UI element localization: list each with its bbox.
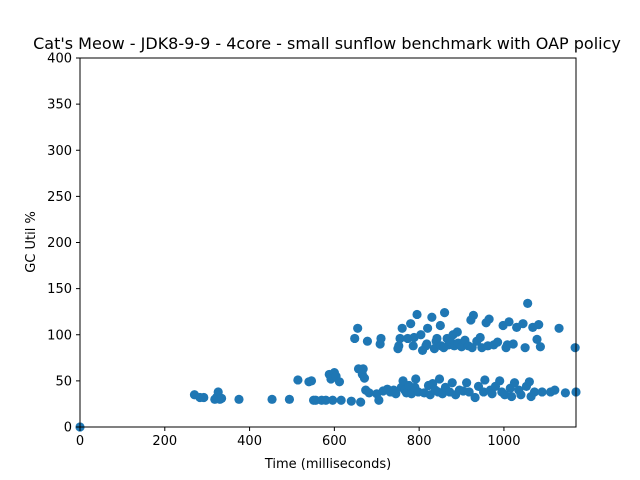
- data-point: [353, 323, 363, 333]
- data-point: [506, 391, 517, 402]
- data-point: [358, 364, 368, 374]
- data-point: [321, 395, 331, 405]
- data-point: [408, 341, 418, 351]
- data-point: [346, 396, 356, 406]
- axes-group: 0 200 400 600 800 1000 0 50 100 150 200 250 300 350 40…: [47, 52, 577, 449]
- data-point: [395, 333, 405, 344]
- x-tick-label: 800: [407, 434, 432, 449]
- data-point: [535, 342, 545, 352]
- data-point: [397, 323, 407, 333]
- data-point: [495, 376, 505, 386]
- data-point: [554, 323, 564, 333]
- x-tick-label: 200: [152, 434, 177, 449]
- data-point: [484, 314, 494, 324]
- data-point: [532, 334, 542, 344]
- y-tick-label: 250: [47, 190, 72, 205]
- data-point: [374, 395, 384, 405]
- data-point: [447, 378, 457, 388]
- data-point: [427, 312, 437, 322]
- x-axis-label: Time (milliseconds): [264, 457, 391, 472]
- data-point: [306, 376, 317, 386]
- data-point: [336, 395, 346, 405]
- data-point: [293, 375, 303, 385]
- data-point: [267, 394, 277, 404]
- y-tick-label: 0: [64, 421, 72, 436]
- data-point: [356, 397, 366, 407]
- data-point: [439, 308, 450, 318]
- data-point: [364, 388, 374, 398]
- data-point: [534, 320, 544, 330]
- data-point: [504, 317, 514, 327]
- data-point: [412, 309, 422, 320]
- data-point: [550, 385, 560, 395]
- data-point: [394, 341, 404, 351]
- data-point: [462, 378, 472, 388]
- data-point: [234, 394, 244, 404]
- data-point: [475, 332, 485, 343]
- y-tick-label: 150: [47, 282, 72, 297]
- data-point: [199, 392, 209, 403]
- y-tick-label: 50: [55, 374, 72, 389]
- data-point: [435, 320, 445, 331]
- y-tick-label: 200: [47, 236, 72, 251]
- data-point: [359, 373, 370, 383]
- y-tick-label: 350: [47, 98, 72, 113]
- chart-title: Cat's Meow - JDK8-9-9 - 4core - small su…: [33, 34, 621, 53]
- data-point: [529, 387, 540, 397]
- data-point: [334, 377, 345, 387]
- data-point: [411, 374, 421, 384]
- x-tick-label: 600: [322, 434, 347, 449]
- data-point: [391, 389, 401, 399]
- data-point: [508, 339, 518, 349]
- data-point: [523, 298, 533, 308]
- data-point: [560, 388, 571, 398]
- data-point: [492, 337, 503, 347]
- data-point: [328, 395, 338, 405]
- markers-group: [75, 298, 581, 432]
- x-tick-label: 400: [237, 434, 262, 449]
- x-tick-label: 0: [76, 434, 84, 449]
- data-point: [216, 393, 227, 404]
- y-tick-label: 300: [47, 144, 72, 159]
- data-point: [376, 333, 386, 344]
- data-point: [520, 343, 530, 353]
- data-point: [509, 378, 520, 388]
- data-point: [416, 330, 426, 340]
- data-point: [423, 323, 433, 333]
- data-point: [537, 387, 547, 397]
- data-point: [422, 339, 432, 349]
- data-point: [468, 310, 479, 320]
- data-point: [464, 387, 474, 397]
- data-point: [284, 394, 295, 404]
- data-point: [406, 319, 416, 329]
- y-axis-label: GC Util %: [24, 211, 39, 273]
- data-point: [470, 392, 480, 403]
- data-point: [362, 336, 373, 346]
- y-tick-label: 100: [47, 328, 72, 343]
- x-tick-label: 1000: [487, 434, 520, 449]
- data-point: [467, 343, 477, 353]
- data-point: [452, 327, 462, 337]
- data-point: [516, 390, 526, 400]
- data-point: [432, 333, 442, 344]
- y-tick-label: 400: [47, 52, 72, 67]
- data-point: [480, 375, 490, 385]
- data-point: [570, 343, 580, 353]
- data-point: [518, 319, 528, 329]
- data-point: [350, 333, 360, 344]
- data-point: [487, 389, 497, 399]
- data-point: [434, 374, 445, 384]
- data-point: [524, 377, 534, 387]
